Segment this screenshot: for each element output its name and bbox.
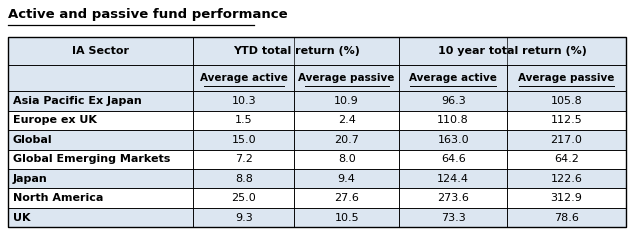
Text: YTD total return (%): YTD total return (%) [233, 46, 359, 56]
Text: Average active: Average active [409, 73, 497, 83]
Bar [8, 91, 193, 111]
Bar [193, 169, 294, 188]
Text: Europe ex UK: Europe ex UK [13, 115, 96, 125]
Bar [193, 130, 294, 150]
Bar [8, 169, 193, 188]
Text: 110.8: 110.8 [437, 115, 469, 125]
Bar [8, 65, 193, 91]
Bar [193, 150, 294, 169]
Text: 64.2: 64.2 [554, 154, 579, 164]
Bar [193, 208, 294, 227]
Bar [294, 169, 399, 188]
Text: 20.7: 20.7 [334, 135, 359, 145]
Text: 217.0: 217.0 [550, 135, 583, 145]
Bar [507, 208, 626, 227]
Text: 2.4: 2.4 [338, 115, 356, 125]
Bar [8, 188, 193, 208]
Bar [507, 150, 626, 169]
Bar [399, 111, 507, 130]
Text: 122.6: 122.6 [550, 174, 583, 184]
Bar [8, 150, 193, 169]
Bar [507, 130, 626, 150]
Bar [399, 208, 507, 227]
Text: Asia Pacific Ex Japan: Asia Pacific Ex Japan [13, 96, 141, 106]
Text: 8.0: 8.0 [338, 154, 356, 164]
Bar [507, 188, 626, 208]
Bar [507, 91, 626, 111]
Text: Average passive: Average passive [518, 73, 615, 83]
Text: Global Emerging Markets: Global Emerging Markets [13, 154, 170, 164]
Text: 73.3: 73.3 [441, 213, 465, 223]
Bar [399, 169, 507, 188]
Text: 25.0: 25.0 [231, 193, 256, 203]
Text: Global: Global [13, 135, 52, 145]
Bar [294, 208, 399, 227]
Bar [294, 65, 399, 91]
Bar [294, 91, 399, 111]
Text: 312.9: 312.9 [550, 193, 583, 203]
Bar [8, 37, 626, 227]
Text: 78.6: 78.6 [554, 213, 579, 223]
Text: Japan: Japan [13, 174, 48, 184]
Text: Average active: Average active [200, 73, 288, 83]
Text: 10.9: 10.9 [334, 96, 359, 106]
Text: 163.0: 163.0 [437, 135, 469, 145]
Bar [8, 208, 193, 227]
Text: 9.3: 9.3 [235, 213, 253, 223]
Text: 10.3: 10.3 [231, 96, 256, 106]
Bar [193, 188, 294, 208]
Text: 124.4: 124.4 [437, 174, 469, 184]
Bar [8, 111, 193, 130]
Text: 1.5: 1.5 [235, 115, 252, 125]
Bar [294, 130, 399, 150]
Text: North America: North America [13, 193, 103, 203]
Bar [399, 150, 507, 169]
Text: Average passive: Average passive [299, 73, 395, 83]
Text: 105.8: 105.8 [550, 96, 583, 106]
Bar [399, 91, 507, 111]
Text: 9.4: 9.4 [338, 174, 356, 184]
Bar [399, 37, 626, 65]
Text: 8.8: 8.8 [235, 174, 253, 184]
Bar [294, 150, 399, 169]
Bar [193, 37, 399, 65]
Text: 7.2: 7.2 [235, 154, 253, 164]
Bar [294, 188, 399, 208]
Bar [294, 111, 399, 130]
Text: IA Sector: IA Sector [72, 46, 129, 56]
Text: 15.0: 15.0 [231, 135, 256, 145]
Bar [193, 91, 294, 111]
Text: 273.6: 273.6 [437, 193, 469, 203]
Bar [8, 130, 193, 150]
Bar [193, 65, 294, 91]
Text: 10.5: 10.5 [334, 213, 359, 223]
Text: 112.5: 112.5 [550, 115, 583, 125]
Text: 96.3: 96.3 [441, 96, 465, 106]
Bar [399, 130, 507, 150]
Bar [507, 111, 626, 130]
Bar [507, 65, 626, 91]
Text: UK: UK [13, 213, 30, 223]
Bar [399, 65, 507, 91]
Bar [8, 37, 193, 65]
Bar [193, 111, 294, 130]
Text: 64.6: 64.6 [441, 154, 465, 164]
Bar [399, 188, 507, 208]
Text: Active and passive fund performance: Active and passive fund performance [8, 8, 288, 21]
Text: 27.6: 27.6 [334, 193, 359, 203]
Bar [507, 169, 626, 188]
Text: 10 year total return (%): 10 year total return (%) [438, 46, 587, 56]
